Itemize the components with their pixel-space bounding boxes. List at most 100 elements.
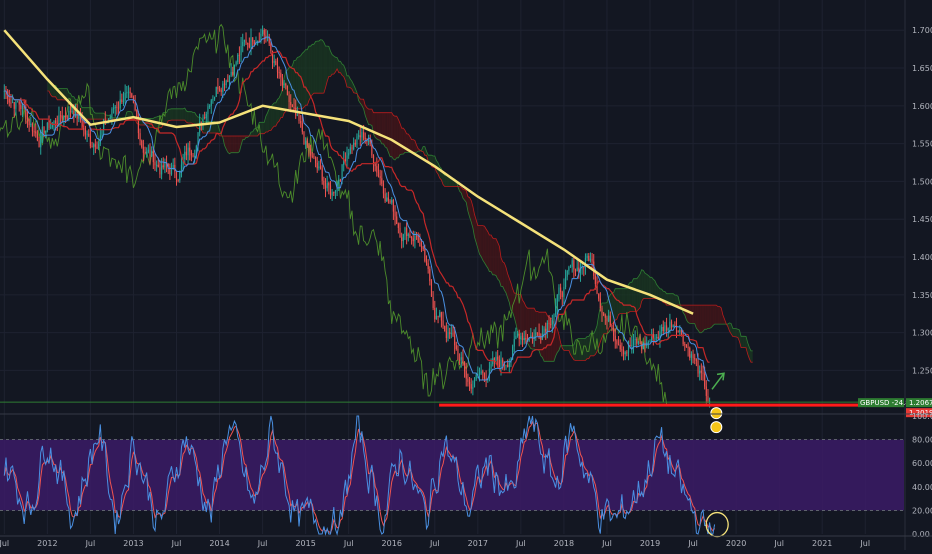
cloud-segment (650, 277, 652, 299)
cloud-segment (719, 306, 722, 325)
candle-body (483, 372, 486, 378)
candle-body (215, 86, 217, 97)
cloud-segment (186, 110, 189, 124)
candle-body (190, 151, 192, 156)
candle-body (608, 315, 610, 322)
candle-body (356, 136, 358, 145)
candle-body (103, 120, 105, 130)
cloud-segment (413, 139, 415, 153)
cloud-segment (408, 134, 410, 153)
candle-body (177, 179, 179, 181)
oscillator-tick-label: 0.00 (912, 530, 930, 539)
cloud-segment (509, 278, 511, 311)
cloud-segment (242, 136, 245, 140)
candle-body (348, 153, 350, 156)
candle-body (21, 105, 24, 110)
candle-body (455, 345, 457, 349)
arrow-head (716, 372, 725, 381)
candle-body (672, 325, 674, 328)
cloud-segment (557, 328, 559, 353)
cloud-segment (396, 116, 399, 158)
cloud-segment (90, 107, 93, 120)
price-tick-label: 1.6000 (912, 102, 932, 111)
candle-body (73, 111, 75, 117)
cloud-segment (318, 39, 321, 94)
time-tick-label: 2013 (123, 539, 143, 548)
candle-body (425, 261, 428, 264)
candle-body (250, 37, 252, 48)
candle-body (677, 331, 679, 333)
candle-body (255, 43, 257, 45)
candle-body (632, 339, 635, 346)
candle-body (296, 115, 298, 117)
cloud-segment (689, 305, 692, 324)
candle-body (210, 100, 212, 106)
candle-body (399, 227, 401, 238)
cloud-segment (234, 136, 237, 153)
cloud-segment (65, 88, 68, 100)
candle-body (268, 36, 270, 44)
candle-body (445, 331, 447, 339)
highlight-circle (705, 511, 729, 538)
cloud-segment (515, 293, 518, 332)
candle-body (386, 197, 388, 202)
candle-body (220, 89, 222, 93)
candle-body (86, 133, 88, 135)
candle-body (690, 354, 692, 358)
candle-body (561, 292, 563, 298)
cloud-segment (300, 53, 303, 109)
cloud-segment (477, 225, 480, 255)
candle-body (230, 71, 232, 76)
candle-body (437, 315, 439, 317)
candle-body (152, 150, 154, 163)
candle-body (545, 328, 547, 332)
candle-body (401, 237, 403, 242)
candle-body (283, 83, 285, 85)
candle-body (482, 371, 484, 373)
candle-body (142, 146, 144, 153)
candle-body (146, 151, 148, 155)
candle-body (343, 159, 345, 165)
cloud-segment (166, 109, 169, 124)
candle-body (566, 270, 568, 277)
candle-body (394, 211, 396, 217)
candle-body (634, 339, 636, 341)
candle-body (694, 358, 696, 360)
candle-body (622, 349, 625, 355)
candle-body (396, 216, 398, 224)
candle-body (185, 151, 188, 156)
last-price-label: 1.2067 (909, 399, 932, 407)
candle-body (560, 287, 562, 293)
candle-body (639, 341, 641, 345)
cloud-segment (704, 305, 707, 330)
cloud-segment (193, 112, 195, 124)
cloud-segment (191, 111, 194, 124)
candle-body (99, 135, 101, 144)
candle-body (459, 359, 461, 361)
cloud-segment (731, 323, 733, 337)
candle-body (636, 339, 638, 344)
candle-body (136, 110, 138, 119)
candle-body (194, 155, 196, 157)
candle-body (303, 131, 305, 145)
cloud-segment (648, 275, 651, 299)
cloud-segment (414, 140, 417, 153)
candle-body (346, 155, 348, 162)
cloud-segment (292, 60, 295, 111)
candle-body (379, 176, 381, 179)
cloud-segment (307, 46, 309, 106)
cloud-segment (345, 69, 348, 88)
cloud-segment (236, 136, 238, 153)
candle-body (376, 166, 378, 173)
cloud-segment (519, 294, 521, 340)
candle-body (189, 147, 191, 152)
candle-body (498, 359, 500, 367)
candle-body (204, 117, 206, 119)
candle-body (305, 140, 307, 145)
cloud-segment (214, 121, 217, 134)
candle-body (614, 335, 616, 341)
candle-body (704, 373, 706, 387)
cloud-segment (302, 51, 304, 109)
